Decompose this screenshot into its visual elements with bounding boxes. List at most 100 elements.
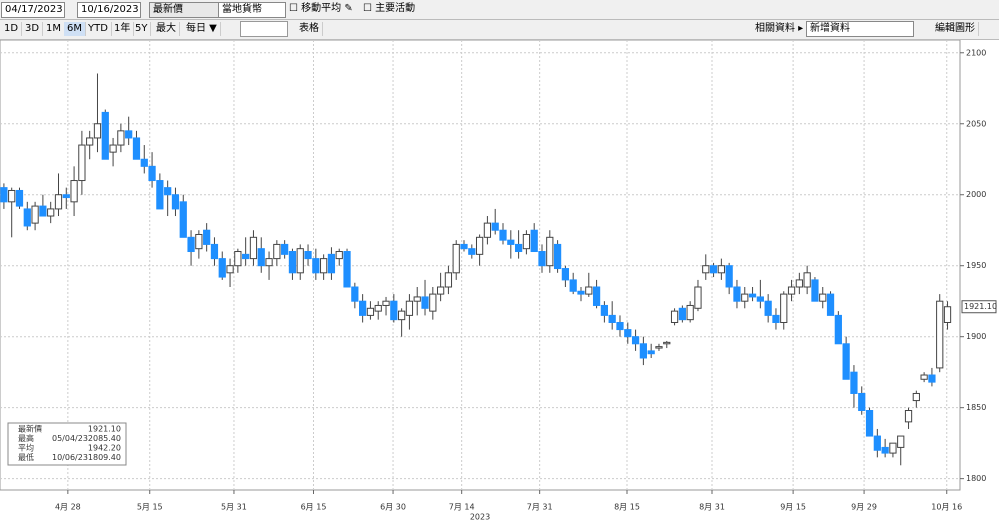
candle-body bbox=[117, 130, 125, 146]
moving-average-label: 移動平均 bbox=[301, 3, 342, 14]
table-button[interactable]: 表格 bbox=[296, 22, 323, 36]
last-price-label: 1921.10 bbox=[964, 302, 997, 311]
candle-body bbox=[936, 300, 944, 369]
candle-body bbox=[249, 236, 258, 260]
range-button[interactable]: 6M bbox=[64, 22, 86, 36]
candle-body bbox=[748, 293, 757, 298]
candle-body bbox=[647, 350, 655, 355]
candle-body bbox=[8, 189, 16, 203]
candle-body bbox=[156, 180, 164, 210]
range-button[interactable]: 1M bbox=[43, 22, 65, 36]
candle-body bbox=[359, 300, 367, 316]
candle-body bbox=[421, 296, 429, 309]
candle-body bbox=[242, 253, 250, 260]
candle-body bbox=[171, 194, 180, 210]
candle-body bbox=[15, 189, 24, 207]
frequency[interactable]: 每日 ▼ bbox=[183, 22, 221, 36]
candle-body bbox=[530, 229, 538, 253]
candle-body bbox=[39, 205, 47, 217]
edit-button[interactable]: 編輯圖形 bbox=[932, 22, 979, 36]
range-button[interactable]: 1年 bbox=[111, 22, 135, 36]
range-button[interactable]: 3D bbox=[22, 22, 44, 36]
currency-select[interactable]: 當地貨幣 bbox=[218, 2, 286, 18]
y-tick-label: 2000 bbox=[966, 190, 986, 199]
candle-body bbox=[499, 229, 507, 241]
candle-body bbox=[538, 251, 546, 267]
candle-body bbox=[70, 180, 78, 203]
candle-body bbox=[787, 286, 796, 295]
candle-body bbox=[780, 293, 788, 323]
candle-body bbox=[390, 300, 398, 321]
candle-body bbox=[296, 248, 304, 274]
candle-body bbox=[725, 265, 733, 288]
candle-body bbox=[125, 130, 133, 139]
candle-body bbox=[0, 187, 8, 203]
candle-body bbox=[858, 392, 866, 412]
legend-name: 最高 bbox=[18, 433, 34, 443]
candle-body bbox=[585, 286, 593, 295]
y-tick-label: 1800 bbox=[966, 474, 986, 483]
x-tick-label: 7月 14 bbox=[449, 503, 475, 512]
candle-body bbox=[678, 307, 686, 321]
candle-body bbox=[47, 208, 55, 217]
related-button[interactable]: 相關資料 ▸ bbox=[752, 22, 808, 36]
toolbar-top: 04/17/2023 10/16/2023 最新價 當地貨幣 ☐ 移動平均 ✎ … bbox=[0, 0, 999, 20]
candle-body bbox=[140, 158, 148, 167]
x-year-label: 2023 bbox=[470, 513, 490, 521]
y-tick-label: 2100 bbox=[966, 48, 986, 57]
candle-body bbox=[78, 144, 86, 182]
legend-date: 05/04/23 bbox=[52, 434, 88, 443]
candle-body bbox=[631, 336, 640, 345]
field-select[interactable]: 最新價 bbox=[149, 2, 219, 18]
legend-value: 2085.40 bbox=[88, 434, 121, 443]
candle-body bbox=[148, 165, 156, 182]
moving-average[interactable]: ☐ 移動平均 ✎ bbox=[289, 3, 353, 14]
y-tick-label: 2050 bbox=[966, 119, 986, 128]
candle-body bbox=[382, 300, 390, 306]
candle-body bbox=[507, 239, 515, 245]
candle-body bbox=[881, 446, 889, 454]
candle-body bbox=[265, 258, 273, 267]
x-tick-label: 4月 28 bbox=[55, 503, 81, 512]
candle-body bbox=[569, 279, 577, 292]
add-data[interactable]: 新增資料 bbox=[806, 21, 914, 37]
candle-body bbox=[179, 201, 187, 238]
legend-value: 1921.10 bbox=[88, 425, 121, 434]
candle-body bbox=[717, 265, 725, 274]
candle-body bbox=[343, 251, 351, 288]
legend-name: 最新價 bbox=[18, 424, 42, 434]
toolbar-bottom: 表格 相關資料 ▸ 新增資料 編輯圖形 1D 3D 1M 6M YTD 1年 5Y 最大 每日 … bbox=[0, 20, 999, 40]
range-button[interactable]: YTD bbox=[85, 22, 112, 36]
candle-body bbox=[429, 293, 437, 312]
candle-body bbox=[452, 243, 460, 274]
candle-body bbox=[733, 286, 741, 302]
candle-body bbox=[468, 248, 476, 255]
range-button[interactable]: 5Y bbox=[132, 22, 152, 36]
candle-body bbox=[920, 374, 928, 380]
range-button[interactable]: 最大 bbox=[153, 22, 180, 36]
candle-body bbox=[694, 286, 702, 309]
candle-body bbox=[210, 243, 219, 260]
range-button[interactable]: 1D bbox=[1, 22, 23, 36]
candle-body bbox=[195, 233, 203, 250]
candle-body bbox=[546, 236, 554, 267]
legend-date: 10/06/23 bbox=[52, 453, 88, 462]
candle-body bbox=[483, 222, 492, 238]
candle-body bbox=[335, 251, 343, 260]
candle-body bbox=[795, 279, 803, 288]
candle-body bbox=[897, 435, 905, 448]
candle-body bbox=[226, 265, 234, 274]
x-tick-label: 6月 15 bbox=[301, 503, 327, 512]
start-date[interactable]: 04/17/2023 bbox=[1, 2, 65, 18]
legend-name: 平均 bbox=[18, 443, 34, 453]
end-date[interactable]: 10/16/2023 bbox=[77, 2, 141, 18]
candle-body bbox=[842, 343, 850, 380]
candle-body bbox=[304, 251, 312, 260]
blank-button[interactable] bbox=[240, 21, 288, 37]
legend-value: 1942.20 bbox=[88, 444, 121, 453]
candle-body bbox=[491, 222, 499, 231]
events[interactable]: ☐ 主要活動 bbox=[363, 3, 416, 14]
candle-body bbox=[109, 144, 117, 153]
candle-body bbox=[218, 258, 226, 278]
y-tick-label: 1900 bbox=[966, 332, 986, 341]
